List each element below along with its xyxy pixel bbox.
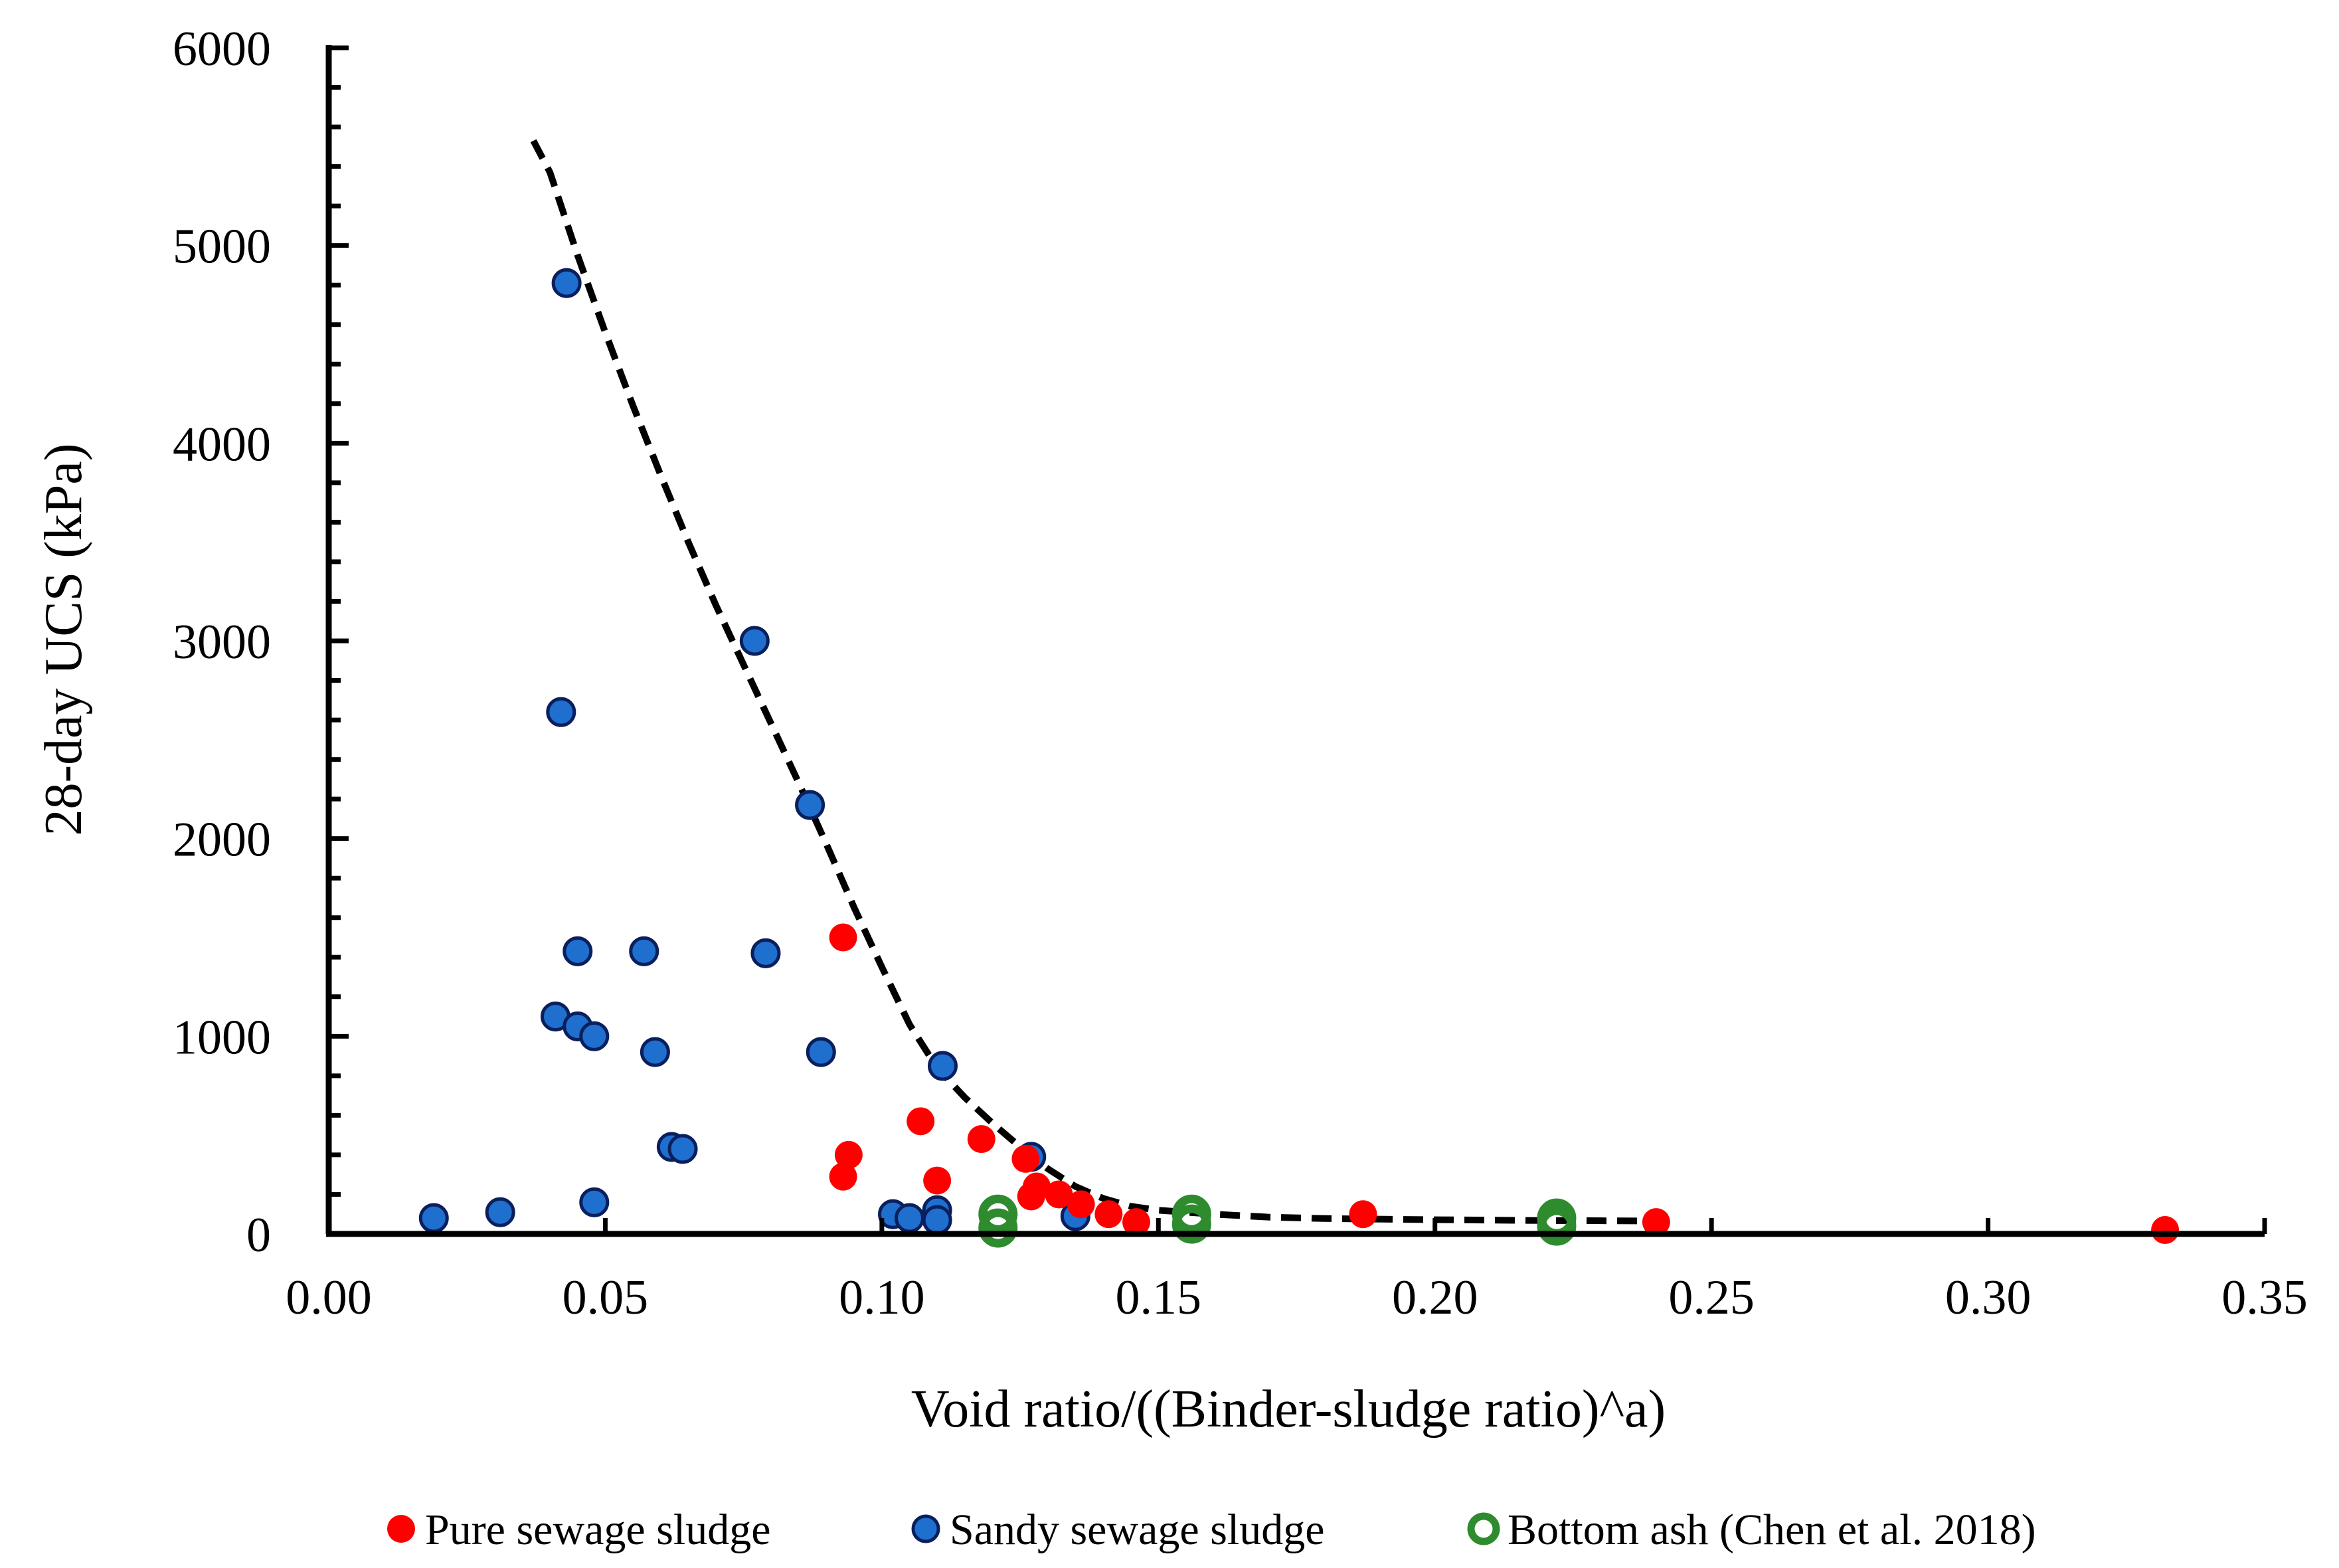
legend-label-pure-sewage-sludge: Pure sewage sludge [425, 1506, 771, 1554]
pure-sewage-sludge-point [834, 1140, 863, 1169]
sandy-sewage-sludge-point [750, 938, 781, 968]
sandy-sewage-sludge-point [927, 1051, 958, 1081]
sandy-sewage-sludge-point [640, 1037, 670, 1067]
sandy-sewage-sludge-point [739, 626, 770, 656]
legend-label-bottom-ash: Bottom ash (Chen et al. 2018) [1508, 1506, 2036, 1554]
sandy-sewage-sludge-point [667, 1134, 698, 1164]
sandy-sewage-sludge-point [551, 268, 582, 298]
pure-sewage-sludge-point [829, 923, 857, 952]
sandy-sewage-sludge-point [629, 936, 659, 966]
pure-sewage-sludge-point [829, 1162, 857, 1191]
legend-item-pure-sewage-sludge: Pure sewage sludge [387, 1506, 771, 1554]
bottom-ash-point [1171, 1204, 1211, 1244]
sandy-sewage-sludge-point [579, 1187, 610, 1217]
pure-sewage-sludge-point [967, 1125, 996, 1154]
pure-sewage-sludge-point [907, 1107, 935, 1136]
y-tick-label: 2000 [173, 813, 271, 867]
x-ticks: 0.00 0.05 0.10 0.15 0.20 0.25 0.30 0.35 [286, 1218, 2308, 1325]
sandy-sewage-sludge-point [418, 1203, 449, 1233]
y-tick-label: 3000 [173, 615, 271, 669]
y-tick-label: 6000 [173, 22, 271, 76]
pure-sewage-sludge-point [1094, 1200, 1123, 1229]
pure-sewage-sludge-point [1011, 1144, 1040, 1173]
pure-sewage-sludge-point [1349, 1200, 1377, 1229]
x-tick-label: 0.25 [1668, 1270, 1755, 1325]
y-tick-label: 5000 [173, 220, 271, 274]
bottom-ash-point [978, 1208, 1018, 1248]
pure-sewage-sludge-point [923, 1166, 952, 1195]
bottom-ash-point [978, 1194, 1018, 1234]
x-tick-label: 0.05 [563, 1270, 649, 1325]
pure-sewage-sludge-point [1045, 1180, 1073, 1209]
pure-sewage-sludge-point [1067, 1190, 1095, 1219]
x-tick-label: 0.15 [1116, 1270, 1202, 1325]
pure-sewage-sludge-point [1122, 1208, 1150, 1237]
y-tick-label: 4000 [173, 417, 271, 472]
y-ticks: 0 1000 2000 3000 4000 5000 6000 [173, 22, 349, 1263]
x-axis-title: Void ratio/((Binder-sludge ratio)^a) [911, 1380, 1666, 1438]
fitted-curve [530, 139, 1640, 1225]
legend-marker-sandy-sewage-sludge [911, 1514, 940, 1543]
plot-area [418, 139, 2180, 1248]
legend-item-sandy-sewage-sludge: Sandy sewage sludge [911, 1506, 1325, 1554]
bottom-ash-point [1537, 1206, 1577, 1246]
sandy-sewage-sludge-point [795, 790, 825, 820]
sandy-sewage-sludge-point [806, 1037, 836, 1067]
legend: Pure sewage sludge Sandy sewage sludge B… [387, 1506, 2036, 1554]
sandy-sewage-sludge-point [895, 1203, 924, 1233]
legend-marker-bottom-ash [1467, 1512, 1500, 1545]
sandy-sewage-sludge-point [563, 936, 593, 966]
sandy-sewage-sludge-point [485, 1197, 515, 1227]
legend-marker-pure-sewage-sludge [387, 1515, 415, 1543]
x-tick-label: 0.35 [2221, 1270, 2308, 1325]
sandy-sewage-sludge-point [546, 697, 576, 727]
x-tick-label: 0.00 [286, 1270, 372, 1325]
x-tick-label: 0.20 [1392, 1270, 1478, 1325]
y-tick-label: 1000 [173, 1010, 271, 1065]
x-tick-label: 0.10 [839, 1270, 925, 1325]
pure-sewage-sludge-point [2151, 1216, 2180, 1245]
legend-label-sandy-sewage-sludge: Sandy sewage sludge [950, 1506, 1325, 1554]
legend-item-bottom-ash: Bottom ash (Chen et al. 2018) [1467, 1506, 2036, 1554]
sandy-sewage-sludge-point [922, 1205, 952, 1235]
y-axis-title: 28-day UCS (kPa) [35, 443, 93, 835]
pure-sewage-sludge-point [1642, 1208, 1670, 1237]
pure-sewage-sludge-point [1017, 1182, 1045, 1211]
x-tick-label: 0.30 [1945, 1270, 2032, 1325]
y-tick-label: 0 [246, 1208, 271, 1263]
sandy-sewage-sludge-point [579, 1021, 610, 1051]
